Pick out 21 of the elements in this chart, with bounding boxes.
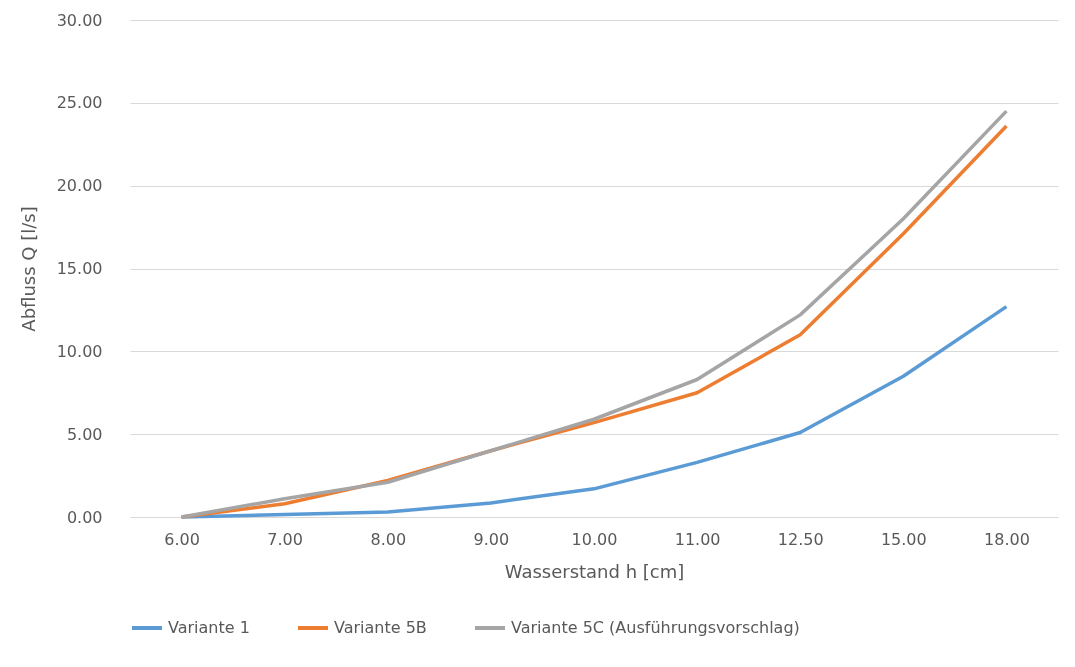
y-tick-label: 30.00 (56, 10, 103, 30)
y-tick-label: 5.00 (66, 424, 103, 444)
x-tick-label: 10.00 (571, 529, 618, 549)
x-axis-title: Wasserstand h [cm] (504, 560, 685, 582)
y-axis-title: Abfluss Q [l/s] (17, 206, 39, 332)
y-tick-label: 10.00 (56, 341, 103, 361)
x-tick-label: 15.00 (880, 529, 927, 549)
x-tick-label: 18.00 (984, 529, 1030, 549)
x-tick-label: 12.50 (777, 529, 824, 549)
legend-label: Variante 5B (334, 618, 427, 637)
x-tick-label: 7.00 (267, 529, 303, 549)
y-tick-label: 0.00 (66, 507, 103, 527)
x-tick-label: 11.00 (674, 529, 721, 549)
legend-label: Variante 5C (Ausführungsvorschlag) (511, 618, 800, 637)
x-tick-label: 9.00 (473, 529, 510, 549)
x-tick-label: 8.00 (370, 529, 407, 549)
y-tick-label: 25.00 (56, 93, 103, 113)
y-tick-label: 20.00 (56, 176, 103, 196)
x-tick-label: 6.00 (164, 529, 200, 549)
legend-label: Variante 1 (168, 618, 250, 637)
y-tick-label: 15.00 (56, 259, 103, 278)
